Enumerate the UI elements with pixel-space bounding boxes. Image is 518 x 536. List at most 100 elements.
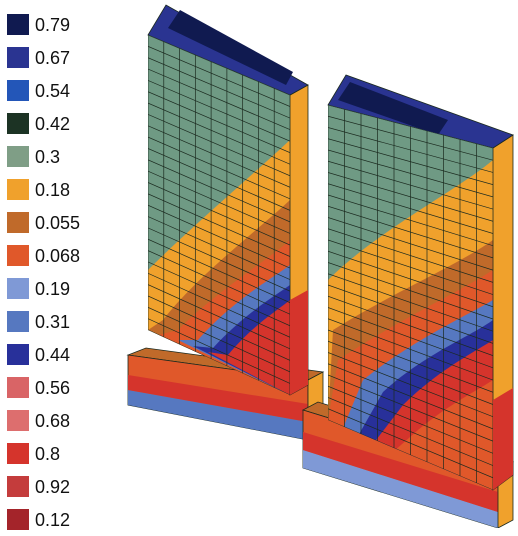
mesh-line xyxy=(148,306,290,373)
mesh-line xyxy=(328,284,493,344)
legend-label: 0.68 xyxy=(35,410,71,431)
mesh-line xyxy=(148,272,290,338)
legend-item: 0.92 xyxy=(7,470,117,503)
mesh-line xyxy=(328,408,493,479)
mesh-line xyxy=(328,397,493,466)
mesh-line xyxy=(328,127,493,173)
legend-label: 0.18 xyxy=(35,179,71,200)
mesh-line xyxy=(148,46,290,107)
legend-item: 0.068 xyxy=(7,239,117,272)
legend-item: 0.68 xyxy=(7,404,117,437)
mesh-line xyxy=(148,136,290,200)
mesh-line xyxy=(148,250,290,315)
mesh-line xyxy=(328,295,493,356)
mesh-line xyxy=(328,340,493,405)
mesh-grid-left xyxy=(148,35,290,395)
mesh-line xyxy=(328,194,493,247)
mesh-line xyxy=(148,216,290,280)
mesh-line xyxy=(328,138,493,185)
mesh-line xyxy=(148,284,290,350)
mesh-line xyxy=(148,170,290,234)
legend-label: 0.54 xyxy=(35,80,71,101)
legend-label: 0.068 xyxy=(35,245,81,266)
legend-swatch xyxy=(7,14,29,35)
mesh-line xyxy=(328,205,493,259)
mesh-line xyxy=(328,183,493,234)
legend-swatch xyxy=(7,80,29,101)
mesh-line xyxy=(148,91,290,154)
legend-item: 0.19 xyxy=(7,272,117,305)
mesh-line xyxy=(328,250,493,308)
legend-item: 0.055 xyxy=(7,206,117,239)
legend-item: 0.3 xyxy=(7,140,117,173)
legend-item: 0.56 xyxy=(7,371,117,404)
mesh-line xyxy=(328,262,493,320)
legend-label: 0.055 xyxy=(35,212,81,233)
mesh-line xyxy=(328,217,493,271)
legend-swatch xyxy=(7,47,29,68)
wall-left xyxy=(126,4,325,441)
mesh-line xyxy=(328,115,493,161)
mesh-line xyxy=(148,102,290,165)
mesh-line xyxy=(328,385,493,454)
wall-left-front-face xyxy=(148,35,290,395)
legend-swatch xyxy=(7,245,29,266)
mesh-line xyxy=(148,204,290,269)
legend-swatch xyxy=(7,410,29,431)
mesh-line xyxy=(328,363,493,430)
stress-contour-model xyxy=(126,4,515,528)
legend-swatch xyxy=(7,311,29,332)
mesh-line xyxy=(148,295,290,361)
mesh-line xyxy=(148,318,290,384)
mesh-line xyxy=(148,227,290,292)
legend-swatch xyxy=(7,278,29,299)
legend-label: 0.42 xyxy=(35,113,71,134)
legend-item: 0.31 xyxy=(7,305,117,338)
mesh-line xyxy=(148,125,290,188)
legend-label: 0.92 xyxy=(35,476,71,497)
legend-label: 0.79 xyxy=(35,14,71,35)
legend-item: 0.67 xyxy=(7,41,117,74)
legend-label: 0.19 xyxy=(35,278,71,299)
mesh-line xyxy=(148,114,290,177)
legend-item: 0.79 xyxy=(7,8,117,41)
legend-swatch xyxy=(7,443,29,464)
mesh-line xyxy=(148,57,290,119)
legend-swatch xyxy=(7,212,29,233)
legend-swatch xyxy=(7,113,29,134)
mesh-line xyxy=(148,68,290,130)
legend-swatch xyxy=(7,344,29,365)
mesh-line xyxy=(328,228,493,283)
mesh-line xyxy=(328,329,493,393)
color-legend: 0.79 0.67 0.54 0.42 0.3 0.18 0.055 0.068 0.19 0.3… xyxy=(7,8,117,536)
mesh-line xyxy=(328,172,493,222)
mesh-line xyxy=(328,160,493,210)
legend-label: 0.12 xyxy=(35,509,71,530)
legend-label: 0.56 xyxy=(35,377,71,398)
legend-swatch xyxy=(7,179,29,200)
legend-label: 0.31 xyxy=(35,311,71,332)
wall-right xyxy=(301,74,515,528)
mesh-line xyxy=(328,149,493,198)
legend-label: 0.44 xyxy=(35,344,71,365)
legend-swatch xyxy=(7,377,29,398)
legend-item: 0.54 xyxy=(7,74,117,107)
mesh-line xyxy=(328,318,493,381)
mesh-line xyxy=(328,239,493,295)
mesh-line xyxy=(148,238,290,304)
legend-item: 0.18 xyxy=(7,173,117,206)
mesh-line xyxy=(148,261,290,327)
mesh-line xyxy=(148,148,290,211)
mesh-line xyxy=(148,193,290,257)
mesh-line xyxy=(148,159,290,223)
legend-swatch xyxy=(7,146,29,167)
legend-label: 0.67 xyxy=(35,47,71,68)
mesh-line xyxy=(148,80,290,142)
legend-label: 0.8 xyxy=(35,443,61,464)
legend-item: 0.8 xyxy=(7,437,117,470)
legend-item: 0.42 xyxy=(7,107,117,140)
legend-swatch xyxy=(7,509,29,530)
mesh-line xyxy=(148,182,290,246)
legend-label: 0.3 xyxy=(35,146,61,167)
legend-item: 0.44 xyxy=(7,338,117,371)
